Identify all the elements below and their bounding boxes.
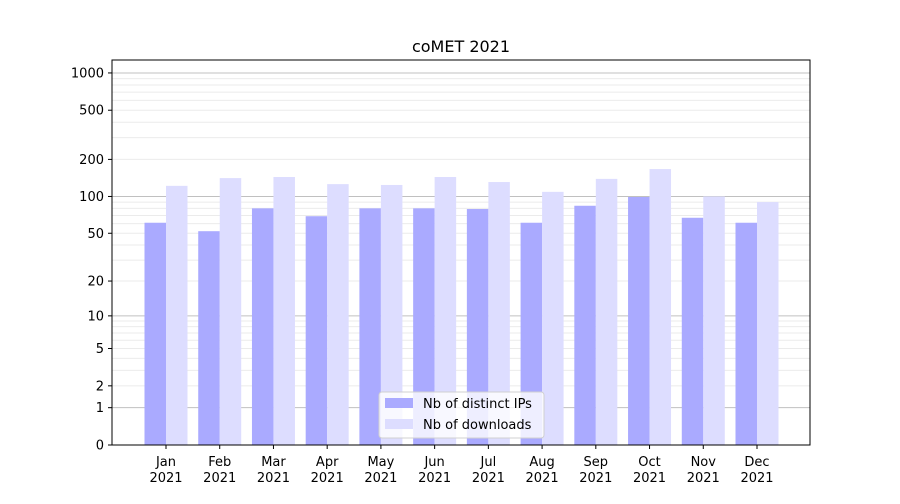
- legend-label: Nb of downloads: [423, 418, 532, 433]
- bar-distinct-ips: [305, 216, 328, 445]
- bar-downloads: [649, 169, 672, 445]
- x-tick-label: Oct 2021: [633, 455, 666, 486]
- legend-box: [378, 391, 545, 439]
- bar-distinct-ips: [574, 205, 596, 445]
- x-tick-label: Dec 2021: [740, 455, 773, 486]
- x-tick-label: May 2021: [364, 455, 397, 486]
- bar-downloads: [327, 184, 349, 445]
- x-tick-label: Jan 2021: [149, 455, 182, 486]
- x-tick-label: Mar 2021: [257, 455, 290, 486]
- bar-distinct-ips: [628, 196, 650, 445]
- y-tick-label: 0: [96, 439, 104, 454]
- x-tick-label: Apr 2021: [311, 455, 344, 486]
- x-tick-label: Feb 2021: [203, 455, 236, 486]
- bar-distinct-ips: [359, 208, 381, 445]
- y-tick-label: 5: [96, 342, 104, 357]
- bar-downloads: [488, 182, 510, 445]
- legend: Nb of distinct IPs Nb of downloads: [378, 391, 545, 439]
- y-tick-label: 1: [96, 401, 104, 416]
- bar-distinct-ips: [198, 231, 220, 445]
- x-tick-label: Jul 2021: [472, 455, 505, 486]
- bar-downloads: [757, 202, 779, 445]
- bar-distinct-ips: [520, 222, 543, 445]
- y-tick-label: 20: [87, 275, 104, 290]
- y-axis: 0 1 2 5 10 20 50 100 200 500 1000: [71, 66, 112, 454]
- y-tick-label: 2: [96, 379, 104, 394]
- x-tick-label: Nov 2021: [687, 455, 720, 486]
- x-tick-label: Jun 2021: [418, 455, 451, 486]
- y-tick-label: 50: [87, 227, 104, 242]
- bar-downloads: [380, 184, 403, 445]
- bar-distinct-ips: [735, 222, 757, 445]
- bar-distinct-ips: [681, 217, 704, 445]
- bar-downloads: [595, 178, 618, 445]
- legend-label: Nb of distinct IPs: [423, 397, 532, 412]
- bar-downloads: [166, 185, 188, 446]
- x-tick-label: Sep 2021: [579, 455, 612, 486]
- bar-downloads: [219, 178, 242, 445]
- plot-frame: [111, 59, 811, 446]
- chart-title: coMET 2021: [412, 37, 510, 56]
- y-tick-label: 100: [79, 190, 104, 205]
- y-tick-label: 10: [87, 309, 104, 324]
- bar-distinct-ips: [413, 208, 435, 445]
- bar-downloads: [273, 176, 295, 445]
- bar-downloads: [703, 196, 725, 445]
- bars: [144, 169, 779, 446]
- x-tick-label: Aug 2021: [526, 455, 559, 486]
- y-tick-label: 500: [79, 104, 104, 119]
- legend-swatch: [385, 398, 413, 408]
- bar-distinct-ips: [466, 209, 489, 445]
- y-tick-label: 200: [79, 153, 104, 168]
- legend-swatch: [385, 419, 413, 429]
- y-tick-label: 1000: [71, 66, 104, 81]
- x-axis: Jan 2021 Feb 2021 Mar 2021 Apr 2021 May 2021 Jun 20…: [149, 445, 774, 486]
- bar-distinct-ips: [144, 222, 166, 445]
- bar-downloads: [434, 176, 457, 445]
- bar-downloads: [542, 191, 564, 445]
- bar-distinct-ips: [251, 208, 274, 445]
